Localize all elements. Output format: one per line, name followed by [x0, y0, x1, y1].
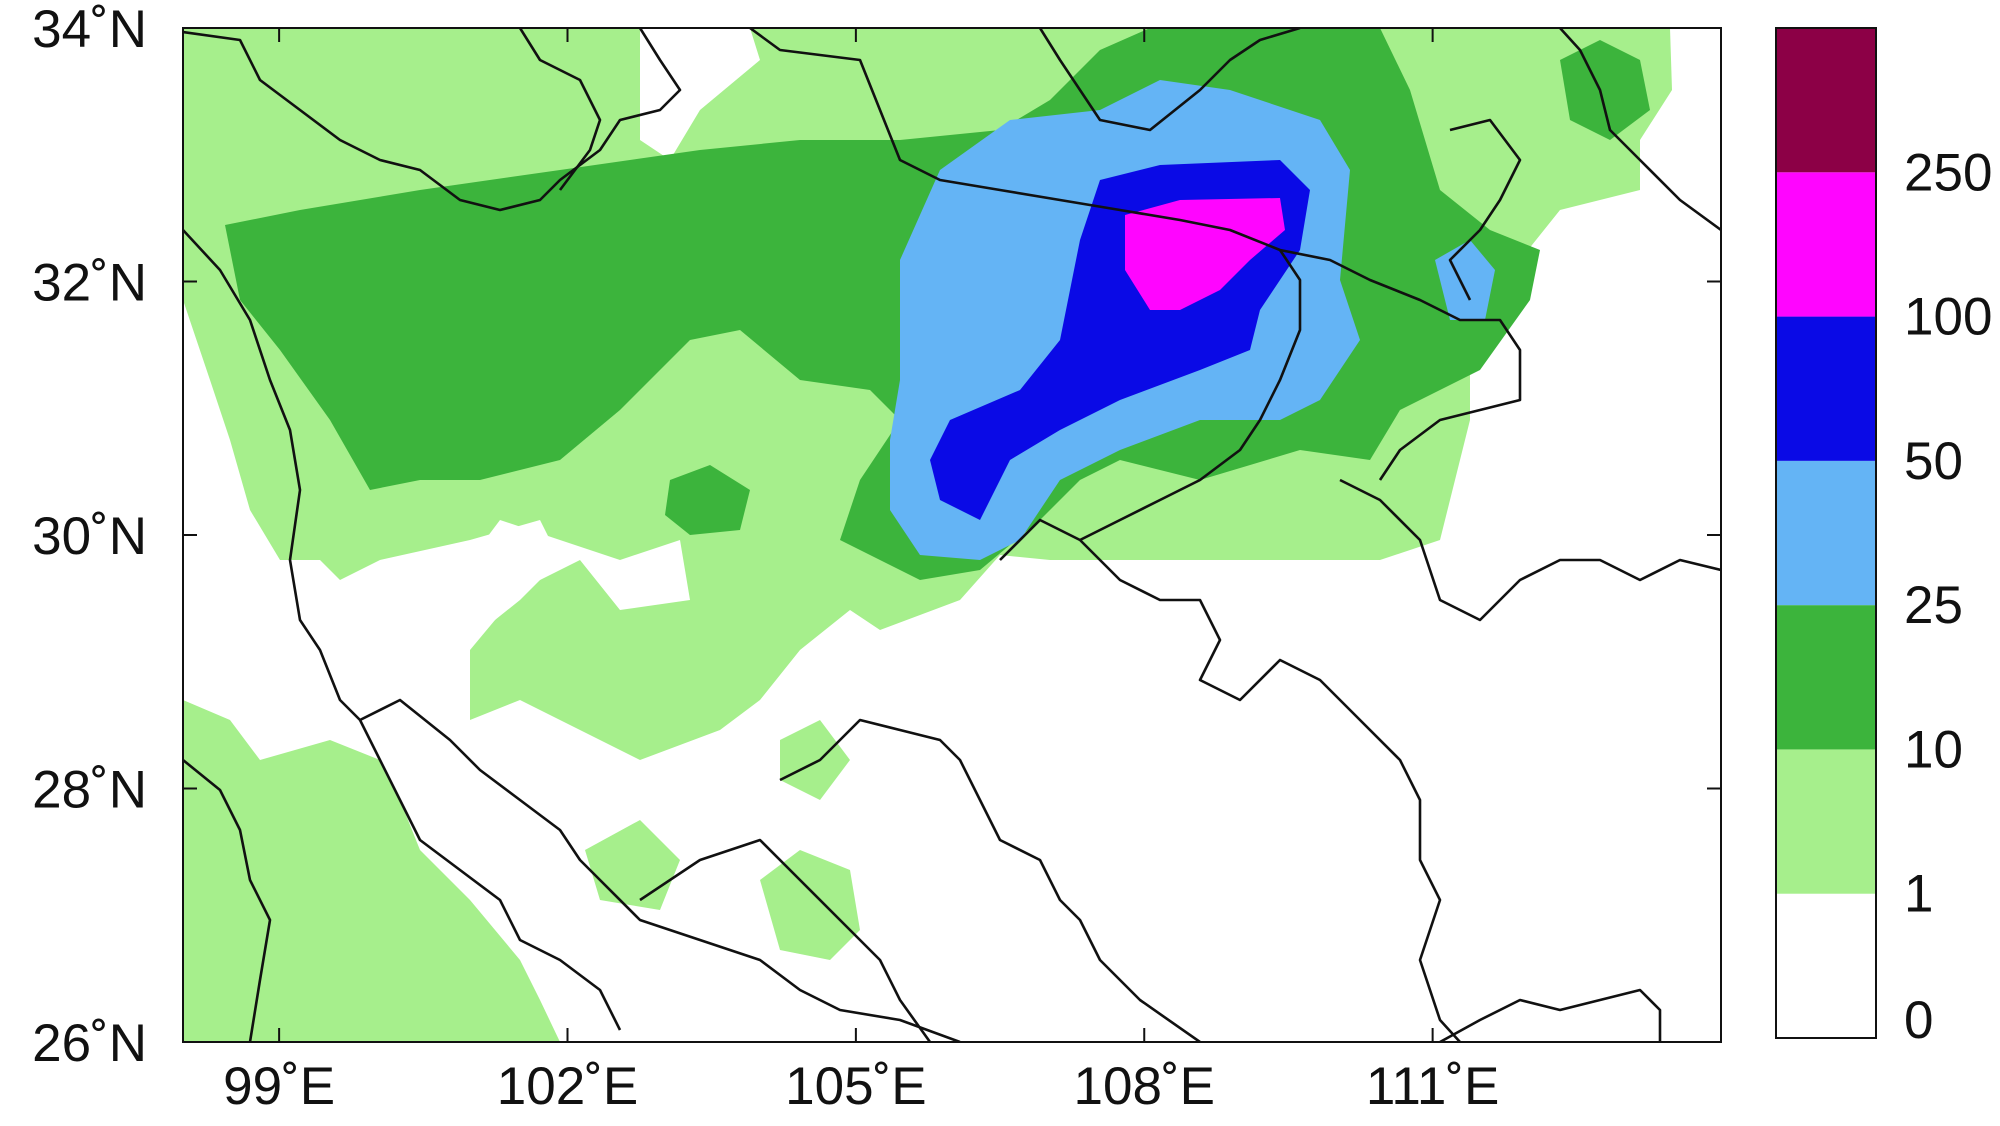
- precipitation-colorbar: 0 1 10 25 50 100 250: [1775, 27, 1992, 1050]
- boundary-line-chongqing-east: [1079, 249, 1302, 542]
- colorbar-bin-0-1: [1776, 893, 1876, 1038]
- colorbar-label: 10: [1904, 720, 1963, 779]
- precip-region-10-25-spot: [665, 465, 750, 535]
- precip-region-10-25-northeast: [1560, 40, 1650, 140]
- precip-region-1-10-south-c: [780, 720, 850, 800]
- colorbar-bin-10-25: [1776, 605, 1876, 750]
- lat-tick-label: 26˚N: [32, 1014, 147, 1073]
- no-rain-gap-northwest: [640, 28, 760, 160]
- colorbar-bin-25-50: [1776, 460, 1876, 606]
- latitude-axis: 34˚N 32˚N 30˚N 28˚N 26˚N: [32, 0, 1721, 1073]
- boundary-line-yunnan: [183, 758, 272, 1042]
- colorbar-bin-100-250: [1776, 172, 1876, 317]
- boundary-line-hunan-south: [1439, 988, 1662, 1042]
- map-panel: [182, 27, 1722, 1043]
- boundary-line-north: [183, 28, 682, 212]
- lon-tick-label: 108˚E: [1074, 1057, 1215, 1116]
- colorbar-frame: [1775, 27, 1877, 1039]
- colorbar-label: 0: [1904, 991, 1933, 1050]
- colorbar-label: 100: [1904, 288, 1992, 347]
- boundary-line-sichuan-west: [183, 229, 622, 1031]
- precipitation-field: [183, 28, 1672, 1042]
- no-rain-gap-west: [300, 520, 560, 680]
- colorbar-label: 50: [1904, 432, 1963, 491]
- boundary-line-sichuan-south: [359, 698, 961, 1042]
- lat-tick-label: 34˚N: [32, 0, 147, 59]
- colorbar-label: 25: [1904, 576, 1963, 635]
- boundary-line-guizhou: [779, 718, 1201, 1042]
- lon-tick-label: 99˚E: [223, 1057, 335, 1116]
- lon-tick-label: 102˚E: [497, 1057, 638, 1116]
- colorbar-label: 1: [1904, 865, 1933, 924]
- colorbar-bin-50-100: [1776, 316, 1876, 461]
- boundary-line-guizhou-west: [639, 838, 932, 1042]
- lat-tick-label: 32˚N: [32, 254, 147, 313]
- boundary-line-hunan: [1339, 478, 1721, 622]
- colorbar-label: 250: [1904, 143, 1992, 202]
- colorbar-bin-1-10: [1776, 749, 1876, 894]
- boundary-lines: [183, 28, 1721, 1042]
- longitude-axis: 99˚E 102˚E 105˚E 108˚E 111˚E: [223, 28, 1499, 1116]
- colorbar-bin->250: [1776, 28, 1876, 173]
- lon-tick-label: 105˚E: [785, 1057, 926, 1116]
- lon-tick-label: 111˚E: [1366, 1057, 1500, 1116]
- boundary-line-gansu: [1038, 28, 1301, 132]
- lat-tick-label: 30˚N: [32, 507, 147, 566]
- precip-region-100-250: [1125, 198, 1285, 310]
- boundary-line-qinghai: [518, 28, 602, 191]
- precip-region-1-10-south-b: [760, 850, 860, 960]
- lat-tick-label: 28˚N: [32, 761, 147, 820]
- boundary-line-chongqing: [999, 518, 1461, 1042]
- boundary-line-henan: [1559, 28, 1721, 232]
- boundary-line-hubei-north: [1448, 118, 1522, 301]
- precip-region-1-10-southwest: [183, 700, 560, 1042]
